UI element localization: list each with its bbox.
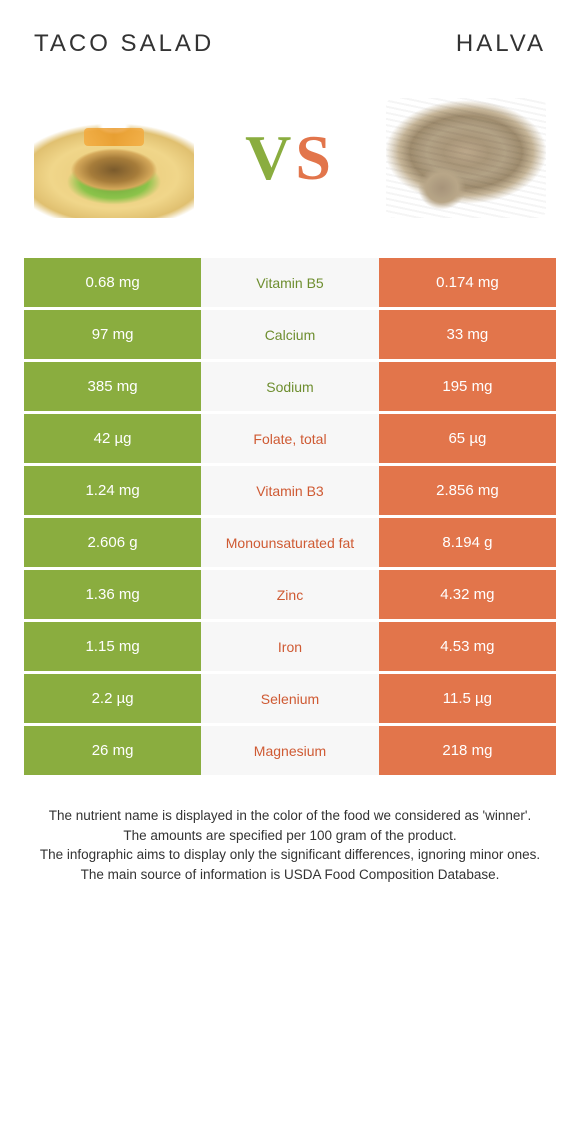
right-value-cell: 8.194 g — [379, 518, 556, 567]
nutrient-name-cell: Calcium — [201, 310, 379, 359]
titles-row: Taco salad Halva — [24, 30, 556, 78]
vs-v: V — [245, 122, 295, 193]
footer-line: The infographic aims to display only the… — [36, 845, 544, 865]
images-row: VS — [24, 78, 556, 258]
nutrient-name-cell: Vitamin B3 — [201, 466, 379, 515]
left-value-cell: 42 µg — [24, 414, 201, 463]
left-value-cell: 0.68 mg — [24, 258, 201, 307]
table-row: 1.24 mgVitamin B32.856 mg — [24, 466, 556, 515]
halva-image — [386, 98, 546, 218]
nutrient-name-cell: Selenium — [201, 674, 379, 723]
vs-s: S — [295, 122, 335, 193]
right-value-cell: 0.174 mg — [379, 258, 556, 307]
right-value-cell: 33 mg — [379, 310, 556, 359]
footer-line: The amounts are specified per 100 gram o… — [36, 826, 544, 846]
table-row: 0.68 mgVitamin B50.174 mg — [24, 258, 556, 307]
left-value-cell: 26 mg — [24, 726, 201, 775]
table-row: 2.606 gMonounsaturated fat8.194 g — [24, 518, 556, 567]
right-value-cell: 11.5 µg — [379, 674, 556, 723]
footer-line: The nutrient name is displayed in the co… — [36, 806, 544, 826]
vs-label: VS — [245, 121, 335, 195]
taco-salad-image — [34, 98, 194, 218]
table-row: 26 mgMagnesium218 mg — [24, 726, 556, 775]
nutrient-table: 0.68 mgVitamin B50.174 mg97 mgCalcium33 … — [24, 258, 556, 775]
nutrient-name-cell: Magnesium — [201, 726, 379, 775]
nutrient-name-cell: Folate, total — [201, 414, 379, 463]
left-value-cell: 2.2 µg — [24, 674, 201, 723]
left-value-cell: 97 mg — [24, 310, 201, 359]
footer-line: The main source of information is USDA F… — [36, 865, 544, 885]
left-value-cell: 2.606 g — [24, 518, 201, 567]
table-row: 1.36 mgZinc4.32 mg — [24, 570, 556, 619]
nutrient-name-cell: Vitamin B5 — [201, 258, 379, 307]
table-row: 385 mgSodium195 mg — [24, 362, 556, 411]
right-value-cell: 65 µg — [379, 414, 556, 463]
left-value-cell: 385 mg — [24, 362, 201, 411]
nutrient-name-cell: Iron — [201, 622, 379, 671]
table-row: 42 µgFolate, total65 µg — [24, 414, 556, 463]
right-food-title: Halva — [456, 30, 546, 58]
right-value-cell: 4.32 mg — [379, 570, 556, 619]
nutrient-name-cell: Zinc — [201, 570, 379, 619]
right-value-cell: 195 mg — [379, 362, 556, 411]
right-value-cell: 4.53 mg — [379, 622, 556, 671]
nutrient-name-cell: Sodium — [201, 362, 379, 411]
left-value-cell: 1.36 mg — [24, 570, 201, 619]
left-value-cell: 1.24 mg — [24, 466, 201, 515]
right-value-cell: 2.856 mg — [379, 466, 556, 515]
infographic-container: Taco salad Halva VS 0.68 mgVitamin B50.1… — [0, 0, 580, 904]
nutrient-name-cell: Monounsaturated fat — [201, 518, 379, 567]
table-row: 2.2 µgSelenium11.5 µg — [24, 674, 556, 723]
table-row: 1.15 mgIron4.53 mg — [24, 622, 556, 671]
table-row: 97 mgCalcium33 mg — [24, 310, 556, 359]
left-value-cell: 1.15 mg — [24, 622, 201, 671]
left-food-title: Taco salad — [34, 30, 214, 58]
right-value-cell: 218 mg — [379, 726, 556, 775]
footer-text: The nutrient name is displayed in the co… — [24, 778, 556, 884]
